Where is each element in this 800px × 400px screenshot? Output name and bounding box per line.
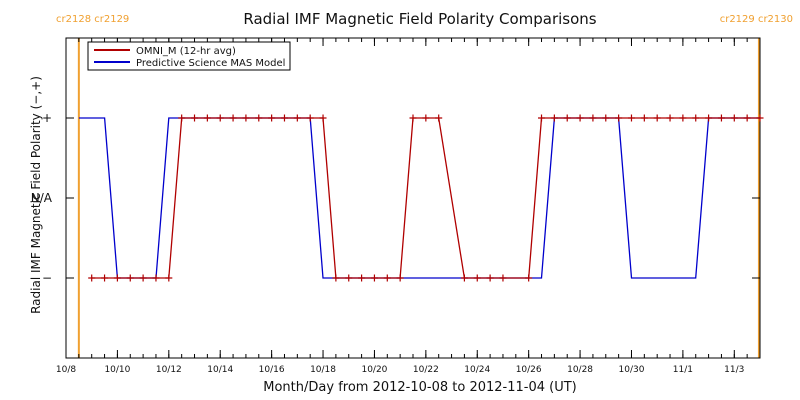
legend-omni-label: OMNI_M (12-hr avg) <box>136 46 236 57</box>
omni-data-point <box>550 114 558 122</box>
x-tick-label: 10/14 <box>207 365 233 375</box>
omni-data-point <box>422 114 430 122</box>
omni-data-point <box>396 274 404 282</box>
omni-data-point <box>653 114 661 122</box>
legend-box <box>87 41 291 71</box>
axis-ticks: + N/A − 10/8 10/10 10/12 10/14 10/16 10/18 10/20 1… <box>31 38 761 375</box>
omni-data-point <box>280 114 288 122</box>
omni-data-point <box>165 274 173 282</box>
mas-series-line <box>78 117 760 279</box>
omni-data-point <box>538 114 546 122</box>
omni-data-point <box>460 274 468 282</box>
omni-data-point <box>191 114 199 122</box>
omni-data-point <box>229 114 237 122</box>
omni-data-point <box>717 114 725 122</box>
omni-data-point <box>679 114 687 122</box>
omni-data-point <box>370 274 378 282</box>
x-tick-label: 10/18 <box>310 365 336 375</box>
omni-data-point <box>268 114 276 122</box>
x-tick-label: 11/1 <box>673 365 693 375</box>
y-tick-label: + <box>42 111 52 125</box>
omni-data-point <box>627 114 635 122</box>
omni-data-point <box>692 114 700 122</box>
plot-frame <box>65 37 761 359</box>
omni-data-point <box>126 274 134 282</box>
omni-data-point <box>756 114 764 122</box>
omni-data-point <box>409 114 417 122</box>
series-lines <box>78 114 764 282</box>
y-axis-label: Radial IMF Magnetic Field Polarity (−,+) <box>29 76 43 314</box>
omni-data-point <box>486 274 494 282</box>
x-tick-label: 10/20 <box>361 365 387 375</box>
carrington-label: cr2129 cr2130 <box>720 14 793 25</box>
carrington-label: cr2128 cr2129 <box>56 14 129 25</box>
omni-data-point <box>255 114 263 122</box>
omni-data-point <box>563 114 571 122</box>
omni-data-point <box>743 114 751 122</box>
omni-data-point <box>216 114 224 122</box>
omni-data-point <box>139 274 147 282</box>
x-tick-label: 10/22 <box>413 365 439 375</box>
omni-data-point <box>666 114 674 122</box>
omni-data-point <box>615 114 623 122</box>
x-tick-label: 10/16 <box>259 365 285 375</box>
x-tick-label: 10/12 <box>156 365 182 375</box>
x-tick-label: 10/10 <box>104 365 130 375</box>
omni-data-point <box>435 114 443 122</box>
y-tick-label: − <box>42 271 52 285</box>
omni-data-point <box>730 114 738 122</box>
x-tick-label: 10/28 <box>567 365 593 375</box>
omni-data-point <box>576 114 584 122</box>
omni-data-point <box>88 274 96 282</box>
legend-mas-label: Predictive Science MAS Model <box>136 58 285 69</box>
omni-data-point <box>113 274 121 282</box>
omni-data-point <box>152 274 160 282</box>
omni-data-point <box>473 274 481 282</box>
x-tick-label: 10/26 <box>516 365 542 375</box>
omni-data-point <box>358 274 366 282</box>
omni-data-point <box>242 114 250 122</box>
omni-data-point <box>383 274 391 282</box>
omni-data-point <box>525 274 533 282</box>
omni-data-point <box>319 114 327 122</box>
omni-data-point <box>178 114 186 122</box>
omni-series-line <box>91 117 760 279</box>
legend: OMNI_M (12-hr avg)Predictive Science MAS… <box>87 41 291 71</box>
omni-data-point <box>203 114 211 122</box>
x-tick-label: 10/30 <box>619 365 645 375</box>
chart-title: Radial IMF Magnetic Field Polarity Compa… <box>243 10 596 28</box>
omni-data-point <box>345 274 353 282</box>
x-axis-label: Month/Day from 2012-10-08 to 2012-11-04 … <box>263 380 576 395</box>
y-tick-label: N/A <box>31 191 53 205</box>
omni-data-point <box>589 114 597 122</box>
omni-data-point <box>101 274 109 282</box>
omni-data-point <box>306 114 314 122</box>
x-tick-label: 10/8 <box>56 365 76 375</box>
x-tick-label: 11/3 <box>724 365 744 375</box>
omni-data-point <box>602 114 610 122</box>
omni-data-point <box>640 114 648 122</box>
omni-data-point <box>499 274 507 282</box>
omni-data-point <box>705 114 713 122</box>
omni-data-point <box>332 274 340 282</box>
omni-data-point <box>293 114 301 122</box>
x-tick-label: 10/24 <box>464 365 490 375</box>
